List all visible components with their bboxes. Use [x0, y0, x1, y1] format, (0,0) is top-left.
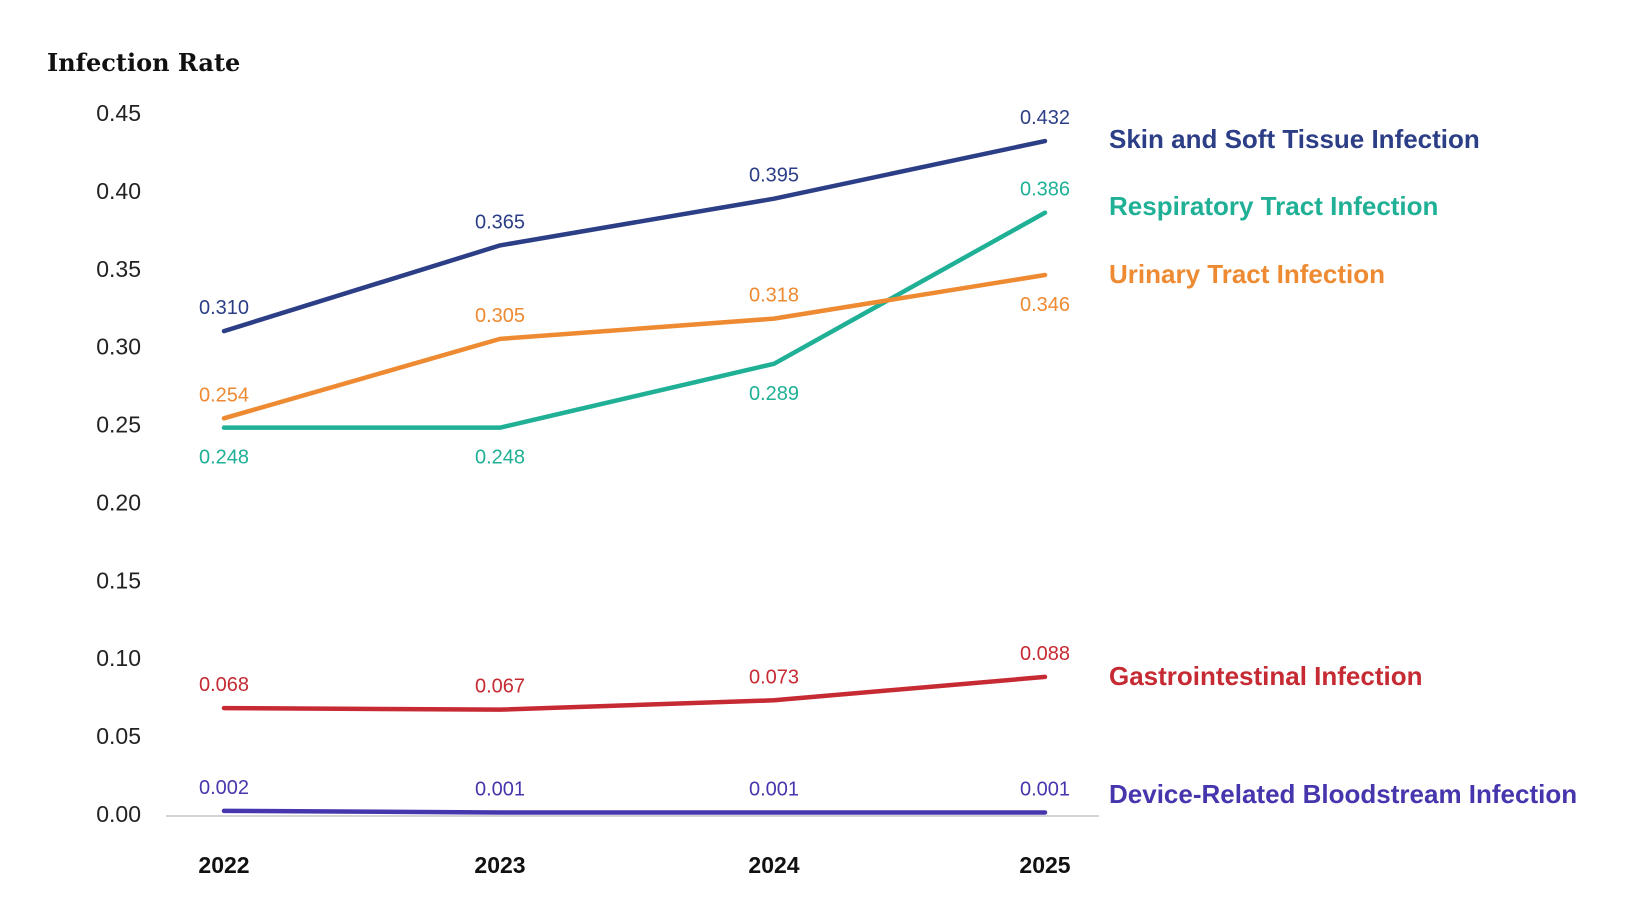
data-label: 0.248 [475, 447, 525, 469]
series-line [221, 808, 1048, 815]
data-label: 0.067 [475, 676, 525, 698]
data-label: 0.254 [199, 384, 249, 406]
legend-entry: Urinary Tract Infection [1109, 259, 1385, 289]
y-axis-title: Infection Rate [47, 48, 240, 77]
y-tick-label: 0.45 [96, 100, 141, 126]
data-label: 0.248 [199, 447, 249, 469]
data-label: 0.289 [749, 383, 799, 405]
series-line [221, 210, 1048, 430]
data-label: 0.386 [1020, 179, 1070, 201]
y-tick-label: 0.25 [96, 412, 141, 438]
data-label: 0.395 [749, 165, 799, 187]
legend-entry: Gastrointestinal Infection [1109, 661, 1423, 691]
data-label: 0.002 [199, 777, 249, 799]
legend-entry: Device-Related Bloodstream Infection [1109, 779, 1577, 809]
y-tick-label: 0.15 [96, 567, 141, 593]
data-label: 0.310 [199, 297, 249, 319]
data-label: 0.001 [475, 778, 525, 800]
x-tick-label: 2024 [748, 852, 799, 878]
data-label: 0.305 [475, 305, 525, 327]
x-tick-label: 2023 [474, 852, 525, 878]
data-label: 0.088 [1020, 643, 1070, 665]
legend-entry: Skin and Soft Tissue Infection [1109, 124, 1480, 154]
data-label: 0.068 [199, 674, 249, 696]
legend-entry: Respiratory Tract Infection [1109, 191, 1438, 221]
data-label: 0.432 [1020, 107, 1070, 129]
y-tick-label: 0.10 [96, 645, 141, 671]
data-label: 0.346 [1020, 294, 1070, 316]
data-label: 0.365 [475, 211, 525, 233]
y-tick-label: 0.40 [96, 178, 141, 204]
y-tick-label: 0.20 [96, 489, 141, 515]
series-line [221, 272, 1048, 421]
x-tick-label: 2022 [198, 852, 249, 878]
x-tick-label: 2025 [1019, 852, 1070, 878]
y-tick-label: 0.35 [96, 256, 141, 282]
data-label: 0.001 [1020, 778, 1070, 800]
y-tick-label: 0.30 [96, 334, 141, 360]
y-tick-label: 0.05 [96, 723, 141, 749]
data-label: 0.001 [749, 778, 799, 800]
series-line [221, 674, 1048, 712]
series-line [221, 138, 1048, 334]
data-label: 0.073 [749, 666, 799, 688]
y-tick-label: 0.00 [96, 801, 141, 827]
data-label: 0.318 [749, 285, 799, 307]
